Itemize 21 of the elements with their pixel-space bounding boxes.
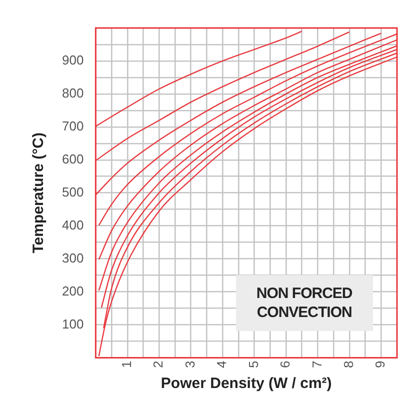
x-tick-label: 8 (341, 360, 356, 368)
y-tick-label: 300 (62, 250, 84, 266)
y-axis-title: Temperature (°C) (30, 132, 48, 254)
y-tick-label: 200 (62, 283, 84, 298)
x-tick-label: 1 (118, 360, 134, 368)
y-tick-label: 800 (62, 86, 84, 101)
y-tick-label: 400 (62, 217, 84, 232)
y-tick-label: 700 (62, 118, 84, 134)
x-tick-label: 6 (278, 360, 293, 368)
annotation: NON FORCED CONVECTION (236, 275, 373, 332)
x-tick-label: 3 (182, 360, 198, 368)
y-tick-label: 500 (62, 184, 84, 200)
x-tick-label: 7 (309, 360, 324, 368)
y-tick-label: 900 (62, 52, 84, 68)
y-tick-label: 100 (62, 316, 84, 332)
x-tick-label: 9 (372, 360, 388, 368)
x-tick-label: 4 (214, 360, 230, 368)
x-tick-label: 5 (246, 360, 261, 368)
y-tick-label: 600 (62, 151, 84, 166)
x-axis-title: Power Density (W / cm²) (160, 375, 332, 392)
x-tick-label: 2 (150, 360, 166, 368)
